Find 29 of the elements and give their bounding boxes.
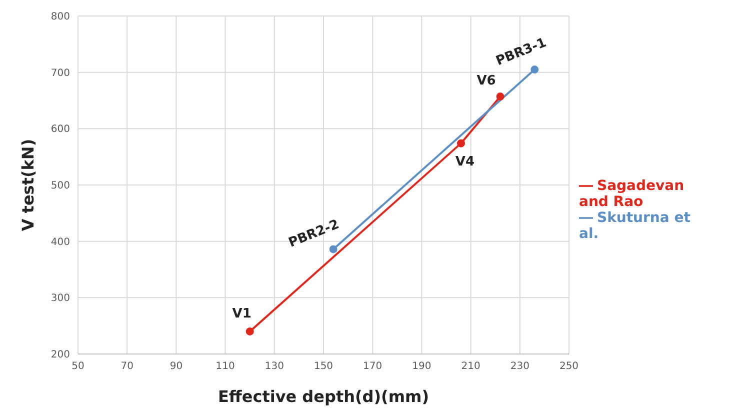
y-tick-label: 500 bbox=[50, 180, 70, 192]
point bbox=[530, 66, 539, 74]
point bbox=[456, 139, 465, 148]
point bbox=[246, 327, 254, 336]
y-tick-label: 700 bbox=[50, 68, 70, 79]
y-tick-label: 600 bbox=[50, 124, 70, 136]
y-tick-label: 800 bbox=[50, 12, 70, 23]
x-tick-label: 150 bbox=[314, 361, 334, 372]
y-tick-label: 400 bbox=[50, 236, 70, 248]
x-tick-label: 90 bbox=[170, 361, 183, 372]
point bbox=[496, 92, 504, 101]
x-tick-label: 210 bbox=[461, 361, 480, 372]
annotation: V1 bbox=[232, 306, 252, 322]
annotation: V6 bbox=[476, 74, 496, 89]
x-tick-label: 170 bbox=[363, 361, 382, 372]
x-tick-label: 190 bbox=[412, 361, 432, 372]
annotation: V4 bbox=[455, 154, 475, 170]
x-tick-label: 110 bbox=[216, 361, 235, 372]
x-tick-label: 250 bbox=[559, 361, 579, 372]
x-tick-label: 230 bbox=[510, 361, 530, 372]
y-tick-label: 200 bbox=[50, 350, 70, 361]
x-tick-label: 70 bbox=[120, 361, 134, 372]
x-tick-label: 50 bbox=[72, 361, 84, 372]
y-tick-label: 300 bbox=[50, 293, 70, 304]
x-axis-title: Effective depth(d)(mm) bbox=[218, 387, 430, 406]
legend-label: Sagadevan and Rao bbox=[579, 178, 684, 210]
legend-label: Skuturna et al. bbox=[579, 210, 690, 242]
y-axis-title: V test(kN) bbox=[18, 138, 38, 232]
x-tick-label: 130 bbox=[264, 361, 284, 372]
